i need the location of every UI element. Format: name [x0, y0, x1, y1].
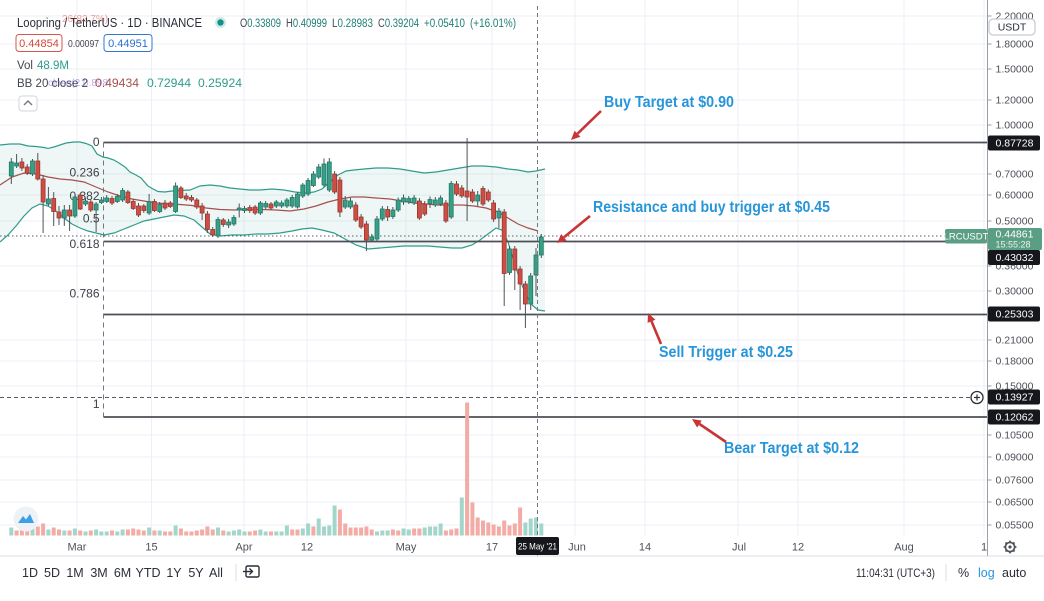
- svg-text:0.236: 0.236: [69, 166, 99, 180]
- svg-text:0.44861: 0.44861: [996, 229, 1034, 241]
- svg-text:0.49434: 0.49434: [95, 78, 140, 90]
- svg-text:Aug: Aug: [894, 542, 914, 554]
- svg-text:0.05500: 0.05500: [996, 520, 1034, 532]
- svg-text:12: 12: [301, 542, 313, 554]
- svg-text:14: 14: [639, 542, 651, 554]
- svg-text:Jun: Jun: [568, 542, 586, 554]
- svg-text:6M: 6M: [114, 566, 131, 580]
- svg-text:close(2.0.898: close(2.0.898: [48, 78, 108, 89]
- svg-text:1.20000: 1.20000: [996, 95, 1034, 107]
- svg-text:1M: 1M: [66, 566, 83, 580]
- svg-text:3M: 3M: [90, 566, 107, 580]
- svg-text:0.618: 0.618: [69, 237, 99, 251]
- svg-text:0.786: 0.786: [69, 287, 99, 301]
- svg-text:0.44854: 0.44854: [19, 38, 59, 50]
- svg-text:0.87728: 0.87728: [996, 138, 1034, 150]
- svg-text:0.07600: 0.07600: [996, 475, 1034, 487]
- svg-text:1.50000: 1.50000: [996, 64, 1034, 76]
- svg-text:0.72944: 0.72944: [147, 78, 192, 90]
- svg-text:Mar: Mar: [68, 542, 87, 554]
- svg-text:11:04:31 (UTC+3): 11:04:31 (UTC+3): [856, 566, 935, 580]
- svg-text:0.12062: 0.12062: [996, 412, 1034, 424]
- svg-text:1: 1: [981, 542, 987, 554]
- svg-text:C0.39204: C0.39204: [378, 18, 419, 30]
- svg-text:Resistance and buy trigger at: Resistance and buy trigger at $0.45: [593, 199, 830, 216]
- svg-text:0.5: 0.5: [83, 212, 100, 226]
- svg-text:+0.05410: +0.05410: [424, 18, 465, 30]
- svg-text:Loopring / TetherUS · 1D · BIN: Loopring / TetherUS · 1D · BINANCE: [17, 16, 202, 30]
- svg-text:1Y: 1Y: [166, 566, 182, 580]
- svg-text:0.70000: 0.70000: [996, 169, 1034, 181]
- svg-text:48.9M: 48.9M: [37, 60, 69, 72]
- svg-text:0.44951: 0.44951: [108, 38, 148, 50]
- svg-text:0.10500: 0.10500: [996, 430, 1034, 442]
- svg-text:L0.28983: L0.28983: [332, 18, 373, 30]
- svg-text:YTD: YTD: [136, 566, 161, 580]
- svg-text:All: All: [209, 566, 223, 580]
- svg-text:May: May: [396, 542, 417, 554]
- svg-text:25 May '21: 25 May '21: [518, 542, 557, 553]
- svg-text:1.80000: 1.80000: [996, 39, 1034, 51]
- svg-text:1D: 1D: [22, 566, 38, 580]
- svg-text:5D: 5D: [44, 566, 60, 580]
- svg-text:0.25924: 0.25924: [198, 78, 243, 90]
- svg-text:1: 1: [93, 397, 100, 411]
- svg-text:H0.40999: H0.40999: [286, 18, 327, 30]
- svg-text:0.00097: 0.00097: [68, 38, 99, 50]
- svg-text:USDT: USDT: [998, 22, 1027, 34]
- svg-text:0.21000: 0.21000: [996, 335, 1034, 347]
- svg-text:log: log: [978, 566, 995, 580]
- svg-text:0.06500: 0.06500: [996, 497, 1034, 509]
- svg-text:Vol: Vol: [17, 60, 33, 72]
- svg-text:15: 15: [145, 542, 157, 554]
- svg-text:BB 20 close 2: BB 20 close 2: [17, 78, 88, 90]
- svg-text:0.18000: 0.18000: [996, 356, 1034, 368]
- svg-text:0: 0: [93, 135, 100, 149]
- svg-text:Apr: Apr: [235, 542, 252, 554]
- svg-text:12: 12: [792, 542, 804, 554]
- svg-text:0.43032: 0.43032: [996, 252, 1034, 264]
- svg-text:1.00000: 1.00000: [996, 120, 1034, 132]
- svg-text:17: 17: [486, 542, 498, 554]
- svg-text:0.25303: 0.25303: [996, 309, 1034, 321]
- svg-text:0.50000: 0.50000: [996, 216, 1034, 228]
- svg-text:%: %: [958, 566, 969, 580]
- svg-text:0.09000: 0.09000: [996, 452, 1034, 464]
- svg-text:0.60000: 0.60000: [996, 190, 1034, 202]
- svg-text:15:55:28: 15:55:28: [996, 240, 1031, 250]
- svg-text:Bear Target at $0.12: Bear Target at $0.12: [724, 440, 859, 457]
- svg-text:5Y: 5Y: [188, 566, 204, 580]
- svg-text:LRCUSDT: LRCUSDT: [944, 232, 989, 243]
- svg-text:Buy Target at $0.90: Buy Target at $0.90: [604, 94, 734, 111]
- svg-text:(+16.01%): (+16.01%): [470, 18, 516, 30]
- svg-text:26(82.7%): 26(82.7%): [62, 14, 108, 25]
- svg-text:0.13927: 0.13927: [996, 392, 1034, 404]
- svg-text:0.30000: 0.30000: [996, 286, 1034, 298]
- svg-text:Jul: Jul: [732, 542, 746, 554]
- svg-text:auto: auto: [1002, 566, 1026, 580]
- svg-text:Sell Trigger at $0.25: Sell Trigger at $0.25: [659, 344, 793, 361]
- svg-text:O0.33809: O0.33809: [240, 18, 281, 30]
